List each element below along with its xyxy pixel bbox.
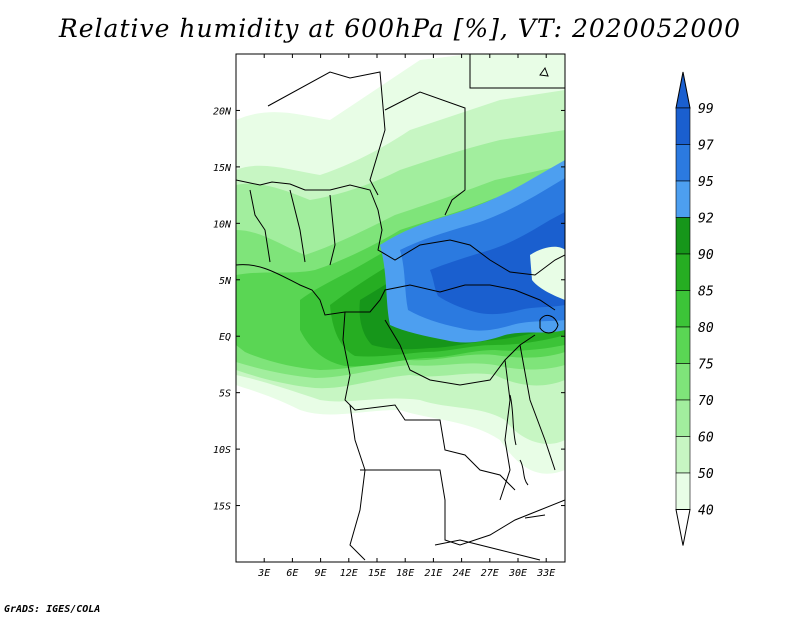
lake-outline	[509, 394, 517, 446]
lon-tick-label: 27E	[481, 568, 499, 579]
boundary-line	[267, 71, 386, 196]
lon-tick-label: 18E	[396, 568, 414, 579]
boundary-line	[349, 404, 366, 561]
boundary-line	[384, 319, 536, 386]
colorbar-below-triangle	[675, 509, 691, 546]
lon-tick-label: 9E	[315, 568, 327, 579]
boundary-line	[499, 359, 511, 501]
colorbar-label: 85	[698, 285, 714, 300]
rh-40-east-region	[530, 246, 565, 300]
lon-tick-label: 15E	[368, 568, 386, 579]
grads-credit: GrADS: IGES/COLA	[4, 604, 101, 615]
colorbar-swatch	[675, 436, 691, 474]
colorbar-swatch	[675, 180, 691, 218]
colorbar-label: 50	[698, 467, 714, 482]
lon-tick-label: 3E	[257, 568, 270, 579]
colorbar-label: 75	[698, 358, 714, 373]
lake-outline	[539, 314, 559, 334]
colorbar-swatch	[675, 107, 691, 145]
colorbar-label: 95	[698, 175, 714, 190]
boundary-line	[360, 469, 565, 546]
colorbar-label: 97	[698, 139, 714, 154]
map-frame	[235, 53, 566, 563]
boundary-line	[249, 189, 271, 263]
lon-tick-label: 21E	[424, 568, 442, 579]
lon-tick-label: 12E	[340, 568, 358, 579]
colorbar: 40 50 60 70 75 80 85 90 92 95 97 99	[675, 71, 714, 546]
colorbar-swatch	[675, 472, 691, 510]
lat-tick-label: 5S	[219, 389, 231, 400]
lat-tick-label: 20N	[213, 106, 232, 117]
boundary-line	[236, 179, 565, 276]
lat-tick-label: 15N	[213, 163, 232, 174]
humidity-field	[236, 54, 565, 474]
colorbar-swatch	[675, 217, 691, 255]
boundary-line	[384, 91, 466, 216]
colorbar-swatch	[675, 290, 691, 328]
lat-tick-label: EQ	[219, 332, 231, 343]
boundary-line	[524, 514, 546, 519]
map-title: Relative humidity at 600hPa [%], VT: 202…	[58, 14, 742, 43]
colorbar-swatch	[675, 253, 691, 291]
colorbar-label: 92	[698, 212, 714, 227]
colorbar-label: 60	[698, 431, 714, 446]
boundary-line	[329, 194, 336, 266]
latitude-axis: 20N 15N 10N 5N EQ 5S 10S 15S	[213, 106, 565, 513]
boundary-line	[519, 344, 556, 471]
map-border	[235, 53, 566, 563]
colorbar-swatch	[675, 144, 691, 182]
lat-tick-label: 10N	[213, 219, 232, 230]
lon-tick-label: 33E	[536, 568, 555, 579]
boundary-line	[434, 539, 541, 561]
colorbar-swatch	[675, 399, 691, 437]
longitude-axis: 3E 6E 9E 12E 15E 18E 21E 24E 27E 30E 33E	[257, 54, 555, 579]
colorbar-label: 40	[698, 504, 714, 519]
lake-outline	[539, 66, 549, 77]
lat-tick-label: 5N	[219, 276, 232, 287]
lake-outline	[519, 459, 529, 486]
lat-tick-label: 15S	[213, 502, 231, 513]
colorbar-label: 99	[698, 102, 714, 117]
boundary-line	[469, 54, 565, 89]
colorbar-above-triangle	[675, 71, 691, 109]
colorbar-label: 80	[698, 321, 714, 336]
lon-tick-label: 24E	[453, 568, 471, 579]
boundary-line	[289, 189, 306, 263]
colorbar-swatch	[675, 363, 691, 401]
boundary-line	[342, 311, 516, 491]
country-boundaries	[236, 54, 565, 561]
boundary-line	[236, 264, 556, 316]
colorbar-label: 70	[698, 394, 714, 409]
lat-tick-label: 10S	[213, 445, 231, 456]
colorbar-label: 90	[698, 248, 714, 263]
rh-99-region	[430, 212, 565, 315]
lon-tick-label: 6E	[286, 568, 298, 579]
lon-tick-label: 30E	[508, 568, 527, 579]
colorbar-swatch	[675, 326, 691, 364]
